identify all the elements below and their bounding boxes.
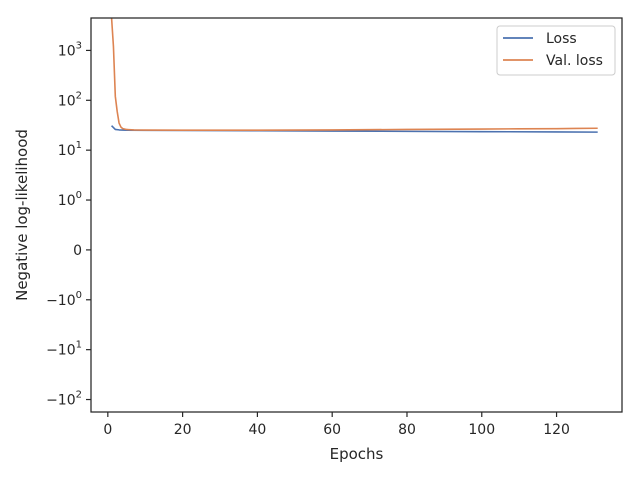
y-tick-label: −100 [46, 290, 82, 309]
x-tick-label: 100 [468, 422, 495, 438]
y-ticks: 103 102 101 100 0 −100 −101 −102 [46, 40, 91, 409]
x-tick-label: 0 [103, 422, 112, 438]
plot-area [91, 18, 622, 412]
legend-label-1: Loss [546, 31, 577, 47]
y-tick-label: 102 [58, 90, 82, 109]
series-line-2 [110, 18, 598, 132]
y-tick-label: −102 [46, 390, 82, 409]
y-tick-label: 103 [58, 40, 82, 59]
x-tick-label: 20 [174, 422, 192, 438]
x-tick-label: 120 [543, 422, 570, 438]
y-tick-label: 101 [58, 140, 82, 159]
x-axis-label: Epochs [330, 445, 384, 463]
y-tick-label: −101 [46, 340, 82, 359]
x-tick-label: 80 [398, 422, 416, 438]
x-tick-label: 40 [248, 422, 266, 438]
legend-label-2: Val. loss [546, 53, 603, 69]
y-tick-label: 0 [73, 243, 82, 259]
plot-frame [90, 17, 623, 413]
y-tick-label: 100 [58, 190, 82, 209]
legend: Loss Val. loss [496, 25, 616, 76]
y-axis-label: Negative log-likelihood [13, 129, 31, 301]
series-layer [110, 18, 598, 133]
x-ticks: 0 20 40 60 80 100 120 [103, 412, 570, 438]
x-tick-label: 60 [323, 422, 341, 438]
